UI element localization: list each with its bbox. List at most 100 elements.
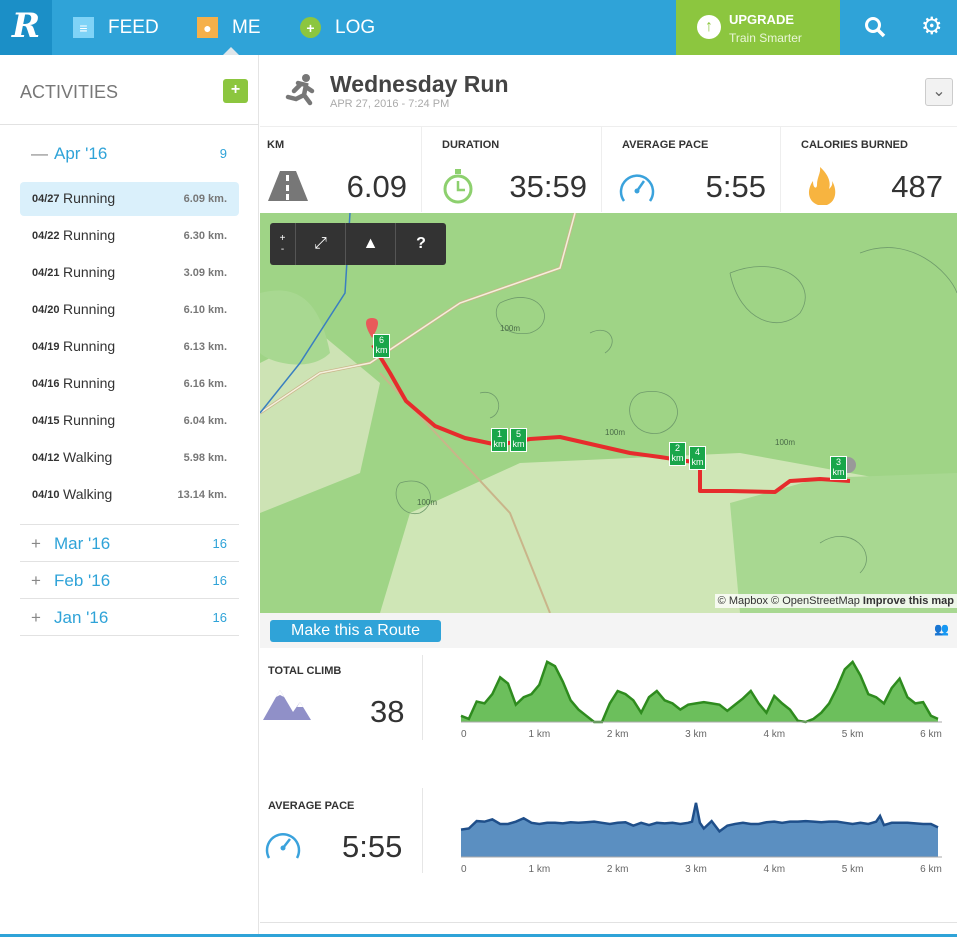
activity-type: Walking bbox=[63, 449, 113, 465]
divider bbox=[20, 561, 239, 562]
people-icon[interactable]: 👥 bbox=[934, 622, 949, 636]
zoom-out-button[interactable]: - bbox=[280, 244, 285, 255]
stopwatch-icon bbox=[443, 169, 473, 204]
activity-type: Running bbox=[63, 264, 116, 280]
make-route-button[interactable]: Make this a Route bbox=[270, 620, 441, 642]
upgrade-subtitle: Train Smarter bbox=[729, 31, 802, 45]
activity-item[interactable]: 04/15 Running 6.04 km. bbox=[20, 404, 239, 438]
month-apr-16[interactable]: — Apr '16 9 bbox=[20, 144, 239, 180]
average-pace-value: 5:55 bbox=[342, 829, 403, 864]
series-area bbox=[461, 802, 938, 857]
x-tick-label: 3 km bbox=[685, 729, 707, 740]
stat-value: 487 bbox=[891, 169, 943, 204]
average-pace-label: AVERAGE PACE bbox=[268, 800, 355, 812]
month-jan-16[interactable]: + Jan '16 16 bbox=[20, 608, 239, 644]
active-tab-pointer bbox=[223, 47, 239, 55]
speedometer-icon bbox=[619, 174, 655, 202]
activity-type: Running bbox=[63, 227, 116, 243]
chevron-down-icon: ⌄ bbox=[932, 83, 946, 100]
activity-distance: 13.14 km. bbox=[177, 489, 227, 501]
contour-label: 100m bbox=[500, 324, 520, 333]
series-area bbox=[461, 661, 938, 722]
month-count: 9 bbox=[219, 146, 227, 161]
contour-label: 100m bbox=[775, 438, 795, 447]
activity-item[interactable]: 04/19 Running 6.13 km. bbox=[20, 330, 239, 364]
activity-item[interactable]: 04/20 Running 6.10 km. bbox=[20, 293, 239, 327]
x-tick-label: 1 km bbox=[528, 864, 550, 875]
activity-type: Running bbox=[63, 190, 116, 206]
upgrade-button[interactable]: ↑ UPGRADE Train Smarter bbox=[676, 0, 840, 55]
zoom-in-button[interactable]: + bbox=[279, 233, 286, 244]
month-label: Mar '16 bbox=[54, 534, 111, 553]
x-tick-label: 4 km bbox=[763, 864, 785, 875]
activity-item[interactable]: 04/12 Walking 5.98 km. bbox=[20, 441, 239, 475]
nav-feed[interactable]: ≡ FEED bbox=[73, 0, 159, 55]
terrain-icon[interactable]: ▲ bbox=[346, 223, 396, 265]
x-tick-label: 3 km bbox=[685, 864, 707, 875]
expand-icon: + bbox=[31, 534, 41, 553]
activity-date: 04/20 bbox=[32, 304, 60, 316]
activity-item[interactable]: 04/22 Running 6.30 km. bbox=[20, 219, 239, 253]
activity-date: 04/27 bbox=[32, 193, 60, 205]
activity-date: 04/15 bbox=[32, 415, 60, 427]
divider bbox=[260, 922, 957, 923]
month-feb-16[interactable]: + Feb '16 16 bbox=[20, 571, 239, 607]
total-climb-label: TOTAL CLIMB bbox=[268, 665, 342, 677]
nav-me[interactable]: ● ME bbox=[197, 0, 261, 55]
km-marker[interactable]: 1 km bbox=[491, 428, 508, 452]
km-marker[interactable]: 4 km bbox=[689, 446, 706, 470]
osm-link[interactable]: © OpenStreetMap bbox=[771, 595, 860, 607]
help-button[interactable]: ? bbox=[416, 235, 426, 252]
stat-label: AVERAGE PACE bbox=[622, 139, 709, 151]
month-mar-16[interactable]: + Mar '16 16 bbox=[20, 534, 239, 570]
search-icon[interactable] bbox=[864, 16, 886, 38]
divider bbox=[422, 655, 423, 740]
map-attribution: © Mapbox © OpenStreetMap Improve this ma… bbox=[714, 594, 957, 608]
divider bbox=[422, 788, 423, 873]
stat-calories: CALORIES BURNED 487 bbox=[781, 126, 957, 212]
stat-average-pace: AVERAGE PACE 5:55 bbox=[602, 126, 781, 212]
feed-icon: ≡ bbox=[73, 17, 94, 38]
mapbox-link[interactable]: © Mapbox bbox=[717, 595, 768, 607]
x-tick-label: 6 km bbox=[920, 864, 942, 875]
contour-label: 100m bbox=[417, 498, 437, 507]
activity-item[interactable]: 04/10 Walking 13.14 km. bbox=[20, 478, 239, 512]
activity-item[interactable]: 04/21 Running 3.09 km. bbox=[20, 256, 239, 290]
flame-icon bbox=[808, 167, 836, 205]
x-tick-label: 2 km bbox=[607, 864, 629, 875]
stat-label: KM bbox=[267, 139, 285, 151]
x-tick-label: 4 km bbox=[763, 729, 785, 740]
settings-gear-icon[interactable]: ⚙ bbox=[921, 13, 943, 40]
month-count: 16 bbox=[212, 573, 227, 588]
activities-sidebar bbox=[0, 55, 259, 937]
activity-item[interactable]: 04/16 Running 6.16 km. bbox=[20, 367, 239, 401]
activity-options-dropdown[interactable]: ⌄ bbox=[925, 78, 953, 106]
top-nav: R ≡ FEED ● ME + LOG ↑ UPGRADE Train Smarter… bbox=[0, 0, 957, 55]
route-map[interactable]: 100m 100m 100m 100m 1 km 2 km 3 km 4 km 5 km… bbox=[260, 213, 957, 613]
activity-item[interactable]: 04/27 Running 6.09 km. bbox=[20, 182, 239, 216]
upgrade-title: UPGRADE bbox=[729, 12, 795, 27]
total-climb-value: 38 bbox=[370, 694, 405, 729]
km-marker[interactable]: 6 km bbox=[373, 334, 390, 358]
activity-date: 04/16 bbox=[32, 378, 60, 390]
activity-distance: 6.04 km. bbox=[183, 415, 227, 427]
activity-date: 04/21 bbox=[32, 267, 60, 279]
elevation-chart: 0 1 km 2 km 3 km 4 km 5 km 6 km bbox=[460, 659, 942, 740]
contour-lines bbox=[395, 247, 957, 574]
x-tick-label: 5 km bbox=[842, 729, 864, 740]
nav-log-label: LOG bbox=[335, 16, 376, 38]
series-line bbox=[460, 659, 939, 724]
km-marker[interactable]: 3 km bbox=[830, 456, 847, 480]
app-logo[interactable]: R bbox=[0, 0, 52, 55]
nav-log[interactable]: + LOG bbox=[300, 0, 375, 55]
improve-map-link[interactable]: Improve this map bbox=[862, 595, 954, 607]
route-line bbox=[371, 343, 851, 494]
activity-date: 04/10 bbox=[32, 489, 60, 501]
activity-type: Running bbox=[63, 301, 116, 317]
fullscreen-icon[interactable]: ⤢ bbox=[296, 223, 346, 265]
km-marker[interactable]: 5 km bbox=[510, 428, 527, 452]
activity-date: 04/22 bbox=[32, 230, 60, 242]
km-marker[interactable]: 2 km bbox=[669, 442, 686, 466]
add-activity-button[interactable]: + bbox=[223, 79, 248, 103]
activity-date: 04/19 bbox=[32, 341, 60, 353]
